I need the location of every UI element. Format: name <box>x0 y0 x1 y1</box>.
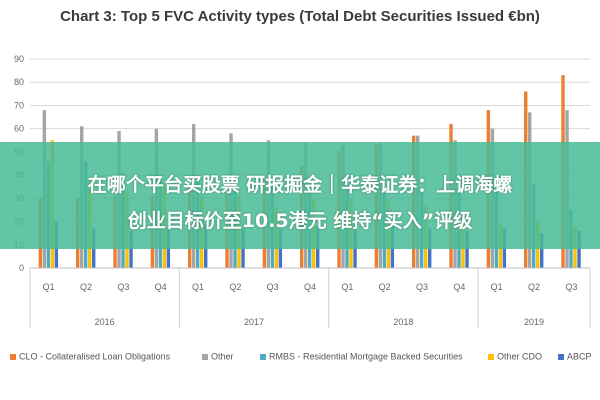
x-tick-label: Q2 <box>379 282 391 292</box>
legend-item: ABCP <box>558 351 592 362</box>
legend-item: Other <box>202 351 234 362</box>
legend-label: CLO - Collateralised Loan Obligations <box>19 351 171 362</box>
legend-label: RMBS - Residential Mortgage Backed Secur… <box>269 351 463 362</box>
x-tick-label: Q2 <box>80 282 92 292</box>
y-tick-label: 60 <box>14 124 24 134</box>
year-label: 2017 <box>244 317 264 327</box>
legend-swatch <box>558 353 564 360</box>
legend-swatch <box>260 353 266 360</box>
legend-swatch <box>488 353 494 360</box>
legend-swatch <box>10 353 16 360</box>
y-tick-label: 80 <box>14 77 24 87</box>
x-tick-label: Q1 <box>491 282 503 292</box>
x-tick-label: Q4 <box>304 282 316 292</box>
legend-label: ABCP <box>567 351 592 362</box>
headline-overlay-line-2[interactable]: 创业目标价至10.5港元 维持“买入”评级 <box>127 210 473 232</box>
chart-title: Chart 3: Top 5 FVC Activity types (Total… <box>60 8 540 25</box>
year-label: 2018 <box>393 317 413 327</box>
y-tick-label: 0 <box>19 263 24 273</box>
x-tick-label: Q3 <box>117 282 129 292</box>
year-label: 2016 <box>95 317 115 327</box>
x-tick-label: Q4 <box>453 282 465 292</box>
legend-label: Other CDO <box>497 351 543 362</box>
legend-swatch <box>202 353 208 360</box>
headline-overlay-line-1[interactable]: 在哪个平台买股票 研报掘金｜华泰证券：上调海螺 <box>87 174 513 196</box>
year-label: 2019 <box>524 317 544 327</box>
bar <box>465 230 469 268</box>
y-tick-label: 90 <box>14 54 24 64</box>
x-tick-label: Q3 <box>267 282 279 292</box>
bar <box>540 233 544 268</box>
x-tick-label: Q3 <box>565 282 577 292</box>
x-tick-label: Q1 <box>43 282 55 292</box>
y-tick-label: 70 <box>14 100 24 110</box>
x-tick-label: Q4 <box>155 282 167 292</box>
legend-label: Other <box>211 351 234 362</box>
year-group-labels: 2016 2017 2018 2019 <box>29 268 591 328</box>
x-axis-ticks: Q1 Q2 Q3 Q4 Q1 Q2 Q3 Q4 Q1 Q2 Q3 Q4 Q1 Q2 Q3 <box>30 267 590 292</box>
x-tick-label: Q1 <box>192 282 204 292</box>
bar <box>129 230 133 268</box>
legend-item: RMBS - Residential Mortgage Backed Secur… <box>260 351 463 362</box>
headline-overlay-band <box>0 142 600 249</box>
x-tick-label: Q3 <box>416 282 428 292</box>
bar <box>577 230 581 268</box>
x-tick-label: Q2 <box>528 282 540 292</box>
x-tick-label: Q1 <box>341 282 353 292</box>
chart-legend: CLO - Collateralised Loan Obligations Oth… <box>10 351 595 369</box>
legend-item: Other CDO <box>488 351 542 362</box>
legend-item: CLO - Collateralised Loan Obligations <box>10 351 170 362</box>
x-tick-label: Q2 <box>229 282 241 292</box>
